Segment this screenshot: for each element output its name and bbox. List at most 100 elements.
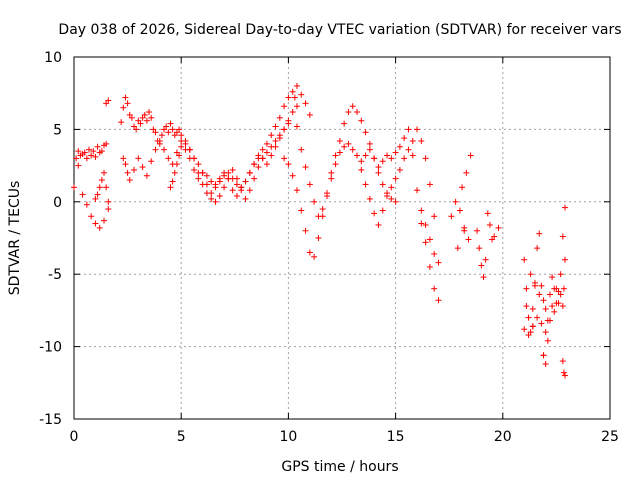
data-point	[553, 285, 560, 292]
data-point	[465, 236, 472, 243]
data-point	[414, 187, 421, 194]
data-point	[71, 184, 77, 191]
data-point	[561, 372, 568, 379]
data-point	[480, 274, 487, 281]
data-point	[158, 132, 165, 139]
data-point	[521, 256, 528, 263]
data-point	[268, 152, 275, 159]
data-point	[225, 175, 232, 182]
data-point	[375, 164, 382, 171]
data-point	[90, 148, 97, 155]
data-point	[557, 271, 564, 278]
data-point	[156, 137, 163, 144]
data-point	[525, 314, 532, 321]
data-point	[525, 332, 532, 339]
data-point	[216, 178, 223, 185]
chart-title: Day 038 of 2026, Sidereal Day-to-day VTE…	[58, 22, 621, 38]
data-point	[366, 146, 373, 153]
data-point	[126, 177, 133, 184]
data-point	[124, 100, 131, 107]
data-point	[86, 146, 93, 153]
data-point	[426, 181, 433, 188]
data-point	[167, 184, 174, 191]
data-point	[94, 143, 101, 150]
x-tick-label: 10	[279, 429, 297, 445]
data-point	[163, 123, 170, 130]
data-point	[435, 297, 442, 304]
data-point	[315, 213, 322, 220]
data-point	[251, 161, 258, 168]
data-point	[422, 239, 429, 246]
data-point	[422, 221, 429, 228]
data-point	[549, 274, 556, 281]
data-point	[161, 146, 168, 153]
data-point	[293, 82, 300, 89]
data-point	[388, 155, 395, 162]
y-axis-label: SDTVAR / TECUs	[7, 181, 23, 296]
data-point	[302, 100, 309, 107]
data-point	[148, 158, 155, 165]
data-point	[173, 161, 180, 168]
data-point	[79, 191, 86, 198]
data-point	[289, 172, 296, 179]
data-point	[559, 233, 566, 240]
data-point	[276, 132, 283, 139]
grid	[74, 57, 610, 419]
data-point	[431, 213, 438, 220]
data-point	[401, 155, 408, 162]
data-point	[396, 166, 403, 173]
data-point	[75, 148, 82, 155]
data-point	[328, 175, 335, 182]
data-point	[101, 169, 108, 176]
data-point	[341, 143, 348, 150]
data-point	[375, 169, 382, 176]
data-point	[281, 126, 288, 133]
data-point	[392, 149, 399, 156]
data-point	[233, 193, 240, 200]
data-point	[546, 317, 553, 324]
data-point	[484, 210, 491, 217]
data-point	[358, 166, 365, 173]
data-point	[229, 166, 236, 173]
data-point	[409, 152, 416, 159]
data-point	[285, 94, 292, 101]
plot-frame	[73, 56, 611, 420]
data-point	[523, 285, 530, 292]
data-point	[167, 120, 174, 127]
data-point	[388, 184, 395, 191]
data-point	[375, 221, 382, 228]
data-point	[92, 195, 99, 202]
data-point	[392, 198, 399, 205]
x-tick-label: 0	[70, 429, 79, 445]
data-point	[542, 305, 549, 312]
data-point	[255, 152, 262, 159]
data-point	[384, 193, 391, 200]
data-point	[358, 158, 365, 165]
data-point	[319, 206, 326, 213]
data-point	[311, 198, 318, 205]
data-point	[281, 103, 288, 110]
x-tick-label: 25	[601, 429, 619, 445]
data-point	[289, 88, 296, 95]
data-point	[263, 161, 270, 168]
data-point	[128, 114, 135, 121]
data-point	[388, 195, 395, 202]
data-point	[328, 169, 335, 176]
data-point	[293, 103, 300, 110]
data-point	[559, 358, 566, 365]
data-point	[92, 153, 99, 160]
data-point	[538, 282, 545, 289]
data-point	[546, 291, 553, 298]
data-point	[409, 137, 416, 144]
data-point	[478, 262, 485, 269]
data-point	[208, 195, 215, 202]
data-point	[255, 164, 262, 171]
data-point	[120, 155, 127, 162]
data-point	[272, 123, 279, 130]
data-point	[291, 94, 298, 101]
data-point	[349, 103, 356, 110]
data-point	[555, 300, 562, 307]
data-point	[120, 104, 127, 111]
data-point	[143, 172, 150, 179]
data-point	[195, 169, 202, 176]
